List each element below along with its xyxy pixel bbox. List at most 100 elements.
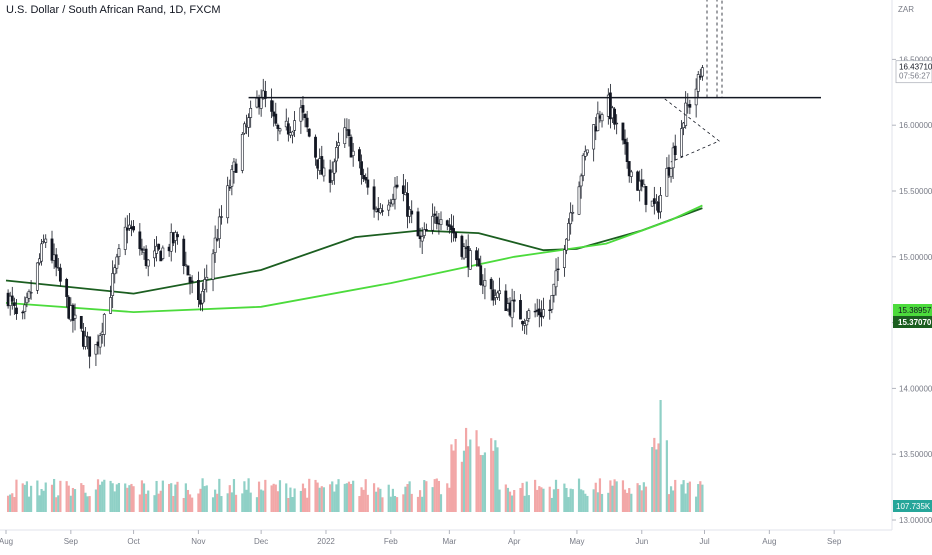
candle-up: [585, 149, 589, 154]
volume-bar: [140, 480, 144, 512]
volume-bar: [659, 400, 662, 512]
volume-bar: [347, 481, 351, 512]
volume-bar: [519, 488, 522, 512]
candle-down: [234, 163, 238, 173]
candle-down: [479, 265, 483, 285]
candle-down: [452, 228, 455, 234]
candle-down: [10, 295, 14, 302]
candle-down: [157, 243, 161, 250]
candle-down: [138, 231, 142, 250]
volume-bar: [73, 489, 77, 512]
volume-bar: [111, 483, 114, 512]
candle-up: [146, 259, 150, 267]
volume-bar: [345, 483, 348, 512]
candle-up: [102, 314, 106, 335]
candle-down: [521, 320, 524, 325]
volume-bar: [508, 491, 512, 512]
volume-bar: [9, 494, 12, 512]
volume-bar: [425, 481, 428, 512]
volume-bar: [197, 493, 200, 512]
volume-bar: [291, 497, 294, 512]
x-tick-label: Apr: [508, 537, 521, 546]
candle-up: [659, 195, 662, 213]
candle-up: [243, 123, 246, 134]
candle-up: [127, 224, 131, 229]
volume-bar: [607, 492, 610, 512]
volume-bar: [218, 478, 221, 512]
candle-down: [79, 315, 83, 329]
volume-bar: [270, 485, 273, 512]
candle-down: [263, 91, 267, 99]
candle-down: [21, 311, 25, 314]
candle-down: [504, 290, 508, 311]
volume-bar: [406, 484, 409, 512]
volume-bar: [416, 496, 420, 512]
candle-down: [640, 179, 644, 187]
volume-bar: [623, 489, 627, 512]
volume-bar: [264, 479, 267, 512]
volume-bar: [521, 482, 524, 512]
volume-bar: [611, 485, 614, 512]
volume-bar: [454, 439, 457, 512]
volume-bar: [182, 497, 185, 512]
volume-bar: [389, 496, 392, 512]
candle-down: [65, 279, 69, 297]
volume-bar: [285, 483, 288, 512]
candle-down: [347, 129, 351, 136]
volume-bar: [55, 497, 58, 512]
volume-bar: [138, 494, 141, 512]
candle-down: [424, 229, 428, 232]
x-tick-label: Jul: [699, 537, 709, 546]
candle-down: [54, 254, 58, 268]
volume-bar: [349, 483, 353, 512]
volume-bar: [337, 479, 340, 512]
x-tick-label: Aug: [0, 537, 13, 546]
volume-value: 107.735K: [896, 502, 931, 511]
volume-bar: [201, 478, 204, 512]
candle-up: [577, 186, 581, 215]
volume-bar: [65, 481, 68, 512]
candle-down: [215, 239, 219, 241]
volume-bar: [205, 485, 208, 512]
volume-bar: [153, 495, 156, 512]
candle-up: [201, 290, 204, 304]
candle-up: [552, 283, 556, 296]
volume-bar: [274, 484, 277, 512]
candle-up: [550, 295, 554, 310]
volume-bar: [262, 490, 265, 512]
x-tick-label: Jun: [635, 537, 648, 546]
candle-down: [303, 113, 307, 119]
volume-bar: [159, 490, 162, 512]
x-tick-label: Nov: [191, 537, 205, 546]
volume-bar: [448, 487, 451, 512]
candle-up: [117, 248, 121, 257]
volume-bar: [293, 488, 296, 512]
candle-down: [314, 136, 317, 158]
candle-up: [115, 256, 119, 269]
volume-bar: [682, 480, 685, 512]
volume-bar: [128, 485, 131, 512]
volume-bar: [109, 480, 112, 512]
volume-bar: [552, 489, 556, 512]
volume-bar: [584, 493, 587, 512]
volume-bar: [534, 479, 537, 512]
candle-down: [698, 76, 702, 78]
volume-bar: [379, 488, 382, 512]
volume-bar: [536, 489, 539, 512]
volume-bar: [6, 495, 10, 512]
volume-bar: [408, 481, 411, 512]
last-price-badge: [895, 60, 932, 84]
volume-bar: [475, 430, 478, 512]
candle-down: [228, 187, 232, 189]
volume-bar: [642, 482, 645, 512]
candle-up: [600, 114, 604, 122]
candle-down: [623, 138, 627, 145]
candle-up: [113, 267, 117, 275]
candle-down: [307, 128, 311, 137]
volume-bar: [130, 483, 133, 512]
last-price-value: 16.43710: [899, 63, 932, 72]
candle-up: [213, 237, 217, 253]
candle-up: [567, 223, 570, 241]
x-tick-label: May: [569, 537, 584, 546]
